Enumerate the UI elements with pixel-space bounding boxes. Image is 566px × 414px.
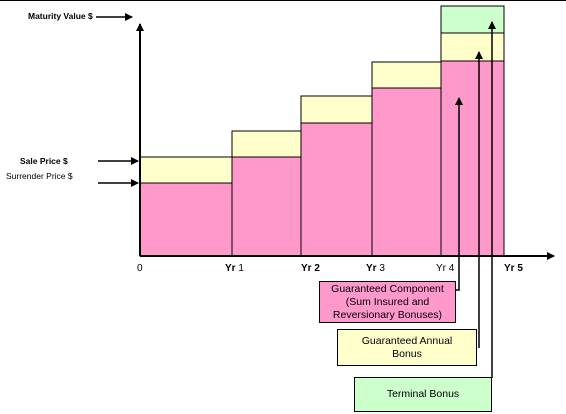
bar-4-annual bbox=[440, 32, 505, 62]
annual-line-1: Guaranteed Annual bbox=[361, 335, 453, 347]
surrender-price-label: Surrender Price $ bbox=[6, 171, 73, 181]
bar-4-terminal bbox=[440, 5, 505, 34]
bar-3-guaranteed bbox=[371, 87, 442, 257]
guaranteed-leader bbox=[455, 97, 463, 291]
annual-line-2: Bonus bbox=[392, 348, 422, 360]
guaranteed-component-callout: Guaranteed Component (Sum Insured and Re… bbox=[319, 281, 456, 323]
sale-price-label: Sale Price $ bbox=[20, 156, 68, 166]
guaranteed-line-3: Reversionary Bonuses) bbox=[332, 309, 443, 321]
terminal-line: Terminal Bonus bbox=[386, 388, 460, 400]
bar-4-guaranteed bbox=[440, 60, 505, 257]
bar-0-guaranteed bbox=[139, 182, 233, 257]
maturity-value-label: Maturity Value $ bbox=[28, 11, 93, 21]
bar-2-guaranteed bbox=[300, 122, 373, 257]
terminal-bonus-callout: Terminal Bonus bbox=[354, 377, 492, 412]
x-tick-0: 0 bbox=[137, 263, 143, 274]
bars bbox=[139, 5, 505, 257]
x-tick-yr5: Yr 5 bbox=[504, 263, 523, 274]
guaranteed-line-1: Guaranteed Component bbox=[331, 283, 444, 295]
guaranteed-line-2: (Sum Insured and bbox=[345, 296, 430, 308]
bar-1-annual bbox=[231, 130, 302, 158]
x-tick-yr3: Yr 3 bbox=[366, 263, 385, 274]
x-tick-yr1: Yr 1 bbox=[225, 263, 244, 274]
bar-0-annual bbox=[139, 156, 233, 184]
guaranteed-annual-bonus-callout: Guaranteed Annual Bonus bbox=[337, 329, 477, 366]
bar-3-annual bbox=[371, 61, 442, 89]
bar-2-annual bbox=[300, 95, 373, 124]
top-border-line bbox=[0, 0, 566, 1]
x-tick-yr2: Yr 2 bbox=[301, 263, 320, 274]
bar-1-guaranteed bbox=[231, 156, 302, 257]
x-tick-yr4: Yr 4 bbox=[436, 263, 455, 274]
